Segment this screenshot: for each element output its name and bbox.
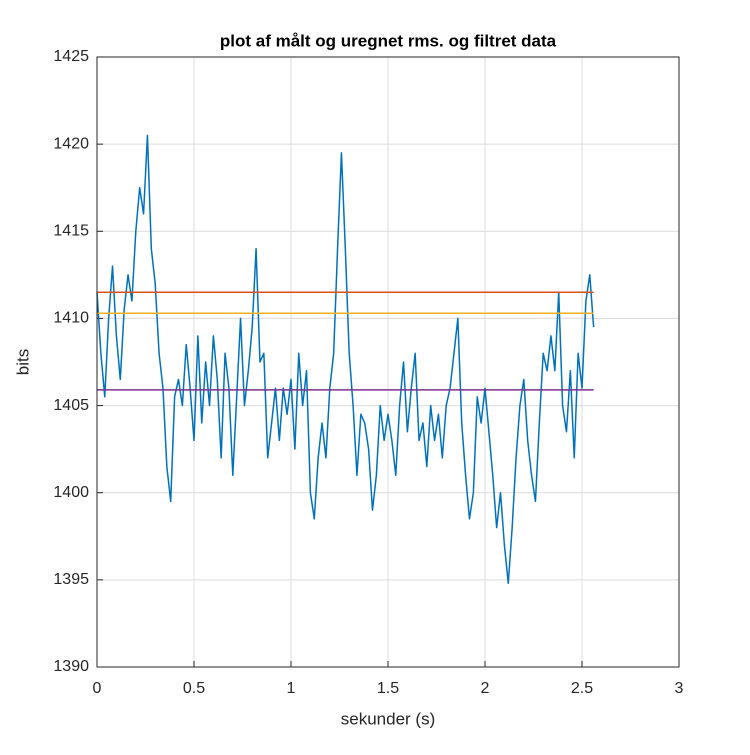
- x-tick-label: 2.5: [571, 680, 593, 697]
- chart-title: plot af målt og uregnet rms. og filtret …: [220, 31, 557, 50]
- y-tick-label: 1400: [53, 484, 89, 501]
- x-tick-label: 1: [287, 680, 296, 697]
- y-tick-label: 1420: [53, 135, 89, 152]
- x-axis-label: sekunder (s): [341, 709, 435, 728]
- y-axis-label: bits: [13, 349, 32, 375]
- x-tick-label: 1.5: [377, 680, 399, 697]
- x-tick-label: 2: [481, 680, 490, 697]
- x-tick-label: 0.5: [183, 680, 205, 697]
- x-tick-label: 0: [93, 680, 102, 697]
- y-tick-label: 1395: [53, 571, 89, 588]
- x-tick-label: 3: [675, 680, 684, 697]
- y-tick-label: 1415: [53, 223, 89, 240]
- y-tick-label: 1390: [53, 658, 89, 675]
- data-line: [96, 134, 595, 585]
- y-tick-label: 1425: [53, 48, 89, 65]
- plot-frame: [96, 56, 680, 668]
- y-tick-label: 1405: [53, 397, 89, 414]
- y-tick-label: 1410: [53, 310, 89, 327]
